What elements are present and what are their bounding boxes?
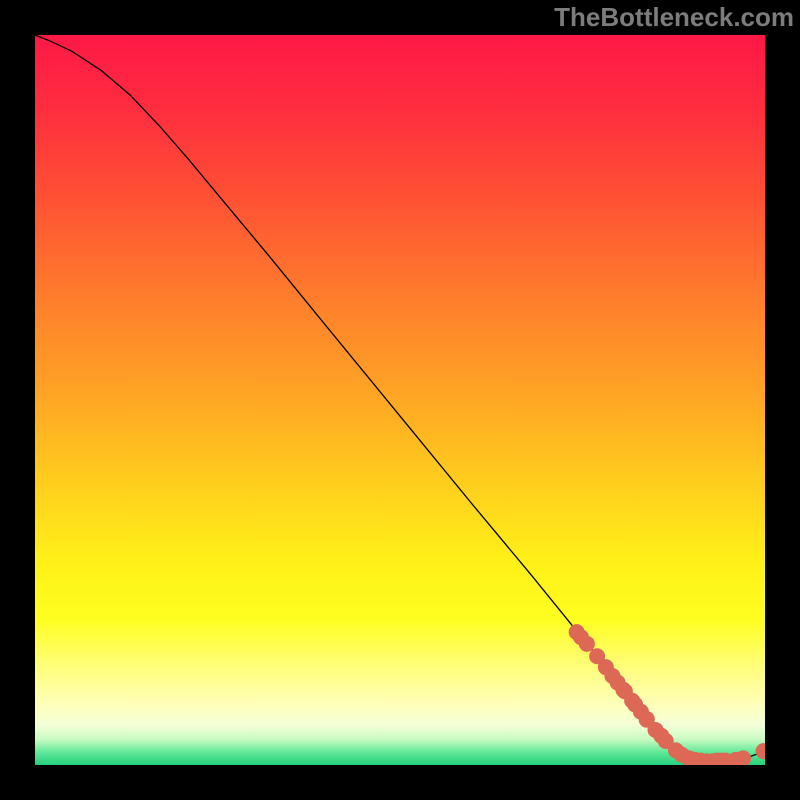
- chart-svg: [35, 35, 765, 765]
- data-marker: [736, 751, 751, 765]
- gradient-background: [35, 35, 765, 765]
- watermark-text: TheBottleneck.com: [554, 2, 794, 33]
- plot-area: [35, 35, 765, 765]
- chart-stage: TheBottleneck.com: [0, 0, 800, 800]
- data-marker: [579, 636, 594, 651]
